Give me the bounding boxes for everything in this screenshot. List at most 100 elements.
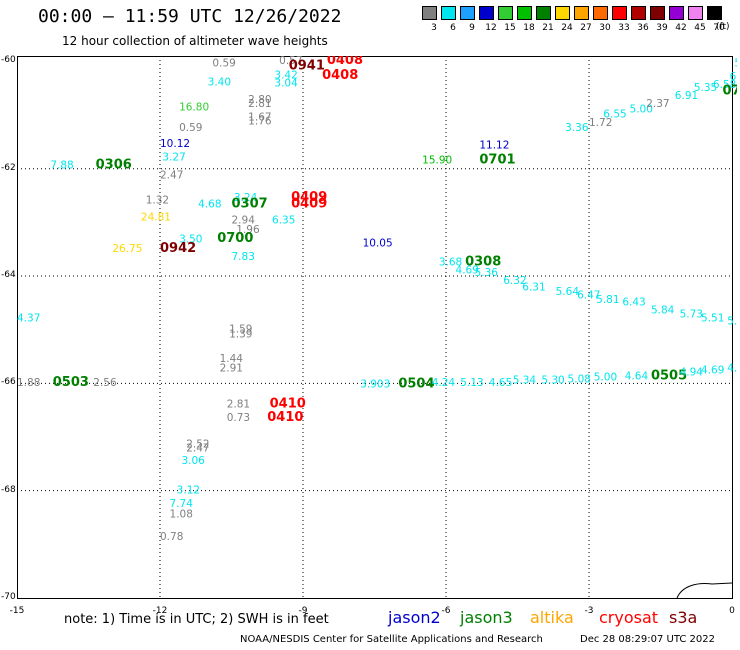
data-label: 0701: [479, 152, 515, 167]
color-scale-label: 6: [450, 23, 456, 33]
data-label: 2.37: [646, 98, 669, 110]
data-label: 0.57: [279, 56, 302, 67]
satellite-label-jason3: jason3: [460, 608, 513, 627]
data-label: 5.64: [556, 286, 580, 298]
data-label: 0308: [465, 254, 501, 269]
data-label: 0.73: [227, 412, 250, 424]
data-label: 3.50: [179, 234, 202, 246]
data-label: 0702: [722, 84, 737, 99]
satellite-label-cryosat: cryosat: [599, 608, 659, 627]
data-label: 1.44: [220, 353, 244, 365]
x-tick-label: -12: [152, 606, 168, 616]
data-label: 7.74: [170, 498, 194, 510]
plot-frame: [17, 56, 733, 599]
data-label: 0503: [53, 375, 89, 390]
data-label: 3.68: [439, 256, 462, 268]
data-label: 4.64: [727, 363, 737, 375]
data-label: 4.24: [432, 377, 456, 389]
data-label: 3.24: [234, 192, 258, 204]
color-scale-label: 21: [542, 23, 554, 33]
color-scale-label: 9: [469, 23, 475, 33]
data-label: 1.39: [229, 329, 252, 341]
data-label: 6.31: [522, 282, 545, 294]
data-label: 0.59: [212, 58, 235, 70]
y-tick-label: -62: [1, 162, 16, 173]
data-label: 4.94: [680, 366, 704, 378]
data-label: 0.78: [160, 531, 183, 543]
data-label: 2.94: [232, 214, 256, 226]
data-label: 3.04: [274, 78, 298, 90]
data-label: 6.52: [730, 71, 737, 83]
data-label: 3.36: [565, 122, 589, 134]
data-label: 4.69: [456, 264, 479, 276]
data-label: 16.80: [179, 102, 209, 114]
color-swatch: [669, 6, 684, 20]
y-tick-label: -68: [1, 484, 16, 495]
data-label: 0.59: [179, 122, 202, 134]
data-label: 24.81: [141, 212, 171, 224]
data-label: 1.72: [589, 117, 612, 129]
x-tick-label: -9: [298, 606, 308, 616]
data-label: 5.84: [651, 305, 675, 317]
data-label: 5.08: [568, 373, 591, 385]
color-swatch: [498, 6, 513, 20]
data-label: 15.90: [422, 154, 452, 166]
data-label: 0408: [322, 68, 358, 83]
data-label: 5.00: [630, 103, 653, 115]
satellite-label-jason2: jason2: [388, 608, 441, 627]
data-label: 3.12: [177, 484, 200, 496]
page-subtitle: 12 hour collection of altimeter wave hei…: [62, 34, 328, 48]
color-scale-label: 70: [713, 23, 725, 33]
color-scale-label: 15: [504, 23, 516, 33]
data-label: 0410: [270, 396, 306, 411]
data-label: 1.59: [229, 323, 252, 335]
data-label: 5.30: [541, 374, 564, 386]
data-label: 1.88: [17, 377, 40, 389]
y-tick-label: -60: [1, 55, 16, 66]
color-swatch: [631, 6, 646, 20]
coastline: [676, 582, 733, 599]
data-label: 5.35: [694, 82, 717, 94]
data-label: 5.13: [460, 377, 483, 389]
data-label: 10.12: [160, 138, 190, 150]
y-tick-label: -66: [1, 377, 16, 388]
data-label: 0942: [160, 241, 196, 256]
data-label: 6.43: [622, 297, 645, 309]
x-tick-label: 0: [729, 606, 735, 616]
data-label: 0700: [217, 231, 253, 246]
x-tick-label: -3: [584, 606, 594, 616]
data-label: 7.83: [232, 251, 255, 263]
data-label: 0410: [267, 410, 303, 425]
data-label: 1.67: [248, 111, 271, 123]
credit-line: NOAA/NESDIS Center for Satellite Applica…: [240, 634, 543, 645]
data-label: 0505: [651, 369, 687, 384]
color-swatch: [650, 6, 665, 20]
data-label: 4.65: [489, 377, 512, 389]
data-label: 1.76: [248, 116, 272, 128]
data-label: 11.12: [479, 139, 509, 151]
data-label: 5.51: [701, 313, 724, 325]
color-swatch: [593, 6, 608, 20]
data-label: 6.47: [577, 290, 600, 302]
data-label: 5: [734, 58, 737, 70]
data-label: 6.55: [603, 109, 626, 121]
color-swatch: [460, 6, 475, 20]
data-label: 6.32: [503, 275, 526, 287]
data-label: 0307: [232, 196, 268, 211]
color-scale-label: 39: [656, 23, 668, 33]
satellite-label-s3a: s3a: [669, 608, 698, 627]
data-label: 2.47: [186, 442, 209, 454]
color-swatch: [688, 6, 703, 20]
color-swatch: [517, 6, 532, 20]
color-scale-unit: (ft): [716, 22, 730, 32]
data-label: 4.69: [701, 365, 724, 377]
data-label: 3.06: [181, 455, 205, 467]
data-label: 5.63: [727, 315, 737, 327]
data-label: 3.27: [162, 152, 185, 164]
data-label: 2.56: [93, 377, 117, 389]
data-label: 0409: [291, 190, 327, 205]
y-tick-label: -70: [1, 592, 16, 602]
data-label: 2.80: [248, 94, 271, 106]
page-title: 00:00 – 11:59 UTC 12/26/2022: [38, 6, 342, 27]
